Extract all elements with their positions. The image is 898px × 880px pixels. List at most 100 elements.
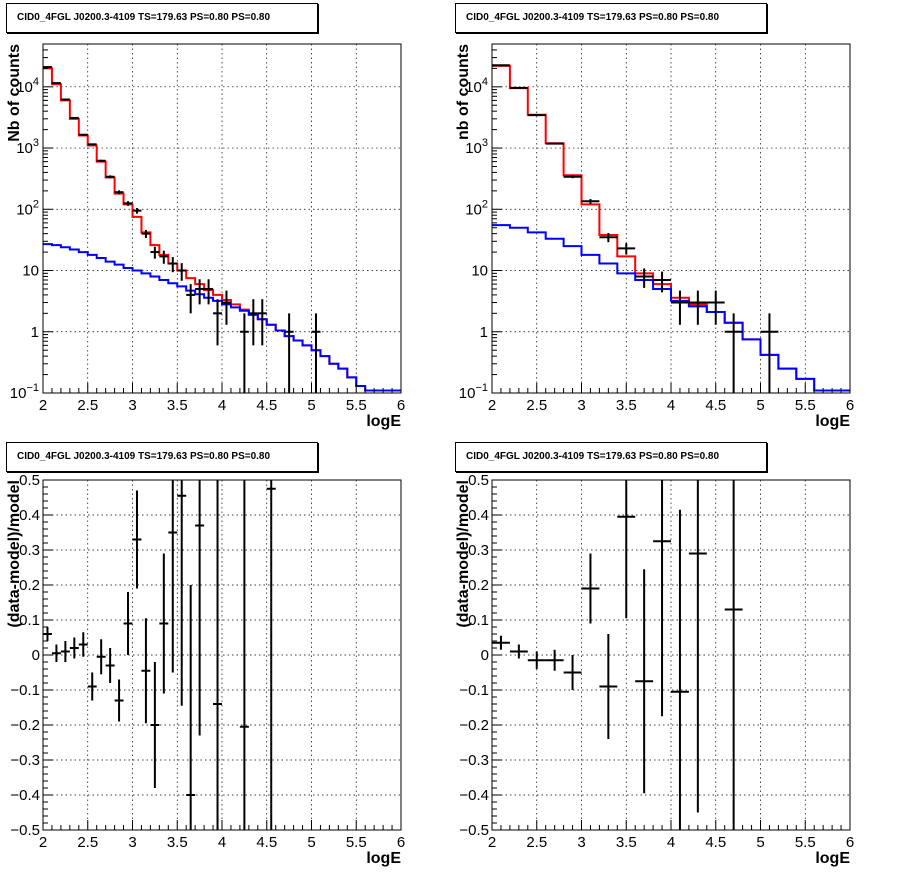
data-point	[133, 208, 142, 214]
y-tick-label: 10	[22, 263, 39, 280]
y-tick-label-base: 10	[465, 201, 482, 218]
data-point	[177, 480, 186, 706]
plot-frame	[43, 44, 401, 393]
x-tick-label: 5.5	[346, 397, 367, 414]
data-point	[258, 299, 267, 345]
data-point	[546, 143, 564, 145]
x-tick-label: 2.5	[526, 834, 547, 851]
data-point	[617, 480, 635, 618]
x-tick-label: 5.5	[795, 397, 816, 414]
data-point	[761, 313, 779, 393]
x-tick-label: 3	[128, 834, 136, 851]
y-tick-label: −0.5	[10, 822, 40, 839]
data-point	[249, 299, 258, 345]
x-axis-label: logE	[815, 413, 850, 430]
y-tick-label-exponent: 3	[33, 137, 39, 149]
data-point	[689, 480, 707, 813]
data-point	[79, 632, 88, 657]
data-point	[61, 99, 70, 100]
data-point	[671, 510, 689, 830]
data-point	[150, 247, 159, 259]
plot-title: CID0_4FGL J0200.3-4109 TS=179.63 PS=0.80…	[6, 3, 318, 33]
y-tick-label-base: 10	[16, 201, 33, 218]
data-point	[725, 313, 743, 393]
y-tick-label-exponent: 4	[482, 76, 488, 88]
data-point	[635, 268, 653, 287]
axis-ticks	[43, 44, 401, 393]
x-tick-label: 4.5	[256, 397, 277, 414]
y-tick-label: −0.4	[10, 787, 40, 804]
x-tick-label: 2	[39, 397, 47, 414]
y-tick-label: −0.2	[459, 717, 489, 734]
data-point	[653, 480, 671, 716]
data-point	[546, 650, 564, 671]
data-point	[88, 673, 97, 701]
counts-panel-right: CID0_4FGL J0200.3-4109 TS=179.63 PS=0.80…	[449, 0, 898, 437]
x-tick-label: 3.5	[167, 397, 188, 414]
data-point	[106, 648, 115, 683]
data-point	[204, 279, 213, 304]
x-tick-label: 4	[667, 834, 675, 851]
y-tick-label-exponent: 2	[482, 198, 488, 210]
y-axis-label: (data-model)/model	[6, 480, 23, 628]
y-tick-label-exponent: 3	[482, 137, 488, 149]
x-tick-label: 6	[397, 397, 405, 414]
data-point	[285, 313, 294, 393]
grid-lines	[492, 44, 850, 393]
x-tick-label: 5	[307, 834, 315, 851]
data-point	[168, 257, 177, 272]
x-tick-label: 2	[488, 397, 496, 414]
x-tick-label: 3.5	[167, 834, 188, 851]
data-point	[61, 641, 70, 662]
data-point	[599, 634, 617, 739]
background-model-step-line	[492, 225, 850, 390]
data-point	[159, 251, 168, 264]
x-tick-label: 5	[756, 397, 764, 414]
data-point	[510, 645, 528, 659]
residuals-panel-right: CID0_4FGL J0200.3-4109 TS=179.63 PS=0.80…	[449, 437, 898, 875]
x-axis-label: logE	[366, 413, 401, 430]
x-tick-label: 2.5	[77, 834, 98, 851]
data-point	[52, 645, 61, 663]
data-point	[141, 230, 150, 238]
data-point	[115, 680, 124, 722]
x-tick-label: 2.5	[526, 397, 547, 414]
x-tick-label: 5	[756, 834, 764, 851]
y-axis-label: nb of counts	[455, 44, 472, 140]
data-point	[150, 662, 159, 788]
x-tick-label: 5	[307, 397, 315, 414]
data-point	[141, 618, 150, 723]
x-tick-label: 3	[128, 397, 136, 414]
data-point	[213, 299, 222, 345]
x-tick-label: 3	[577, 397, 585, 414]
x-axis-label: logE	[815, 850, 850, 867]
data-point	[222, 291, 231, 325]
y-tick-label: 10	[471, 263, 488, 280]
data-point	[186, 585, 195, 830]
data-point	[671, 291, 689, 325]
y-tick-label: −0.4	[459, 787, 489, 804]
y-tick-label: 10−1	[10, 382, 39, 402]
x-tick-label: 4	[218, 834, 226, 851]
plot-title: CID0_4FGL J0200.3-4109 TS=179.63 PS=0.80…	[455, 442, 767, 472]
y-tick-label-base: 10	[10, 385, 27, 402]
axis-ticks	[492, 44, 850, 393]
x-tick-label: 2.5	[77, 397, 98, 414]
data-point	[168, 480, 177, 673]
plot-title: CID0_4FGL J0200.3-4109 TS=179.63 PS=0.80…	[6, 442, 318, 472]
plot-title: CID0_4FGL J0200.3-4109 TS=179.63 PS=0.80…	[455, 3, 767, 33]
x-tick-label: 4.5	[256, 834, 277, 851]
plot-frame	[492, 44, 850, 393]
data-point	[124, 592, 133, 655]
y-tick-label: 0	[481, 647, 489, 664]
x-tick-label: 3.5	[616, 834, 637, 851]
data-point	[79, 134, 88, 135]
grid-lines	[492, 480, 850, 830]
data-point	[70, 117, 79, 118]
data-point	[186, 284, 195, 313]
y-tick-label: 0	[32, 647, 40, 664]
y-tick-label: −0.1	[10, 682, 40, 699]
